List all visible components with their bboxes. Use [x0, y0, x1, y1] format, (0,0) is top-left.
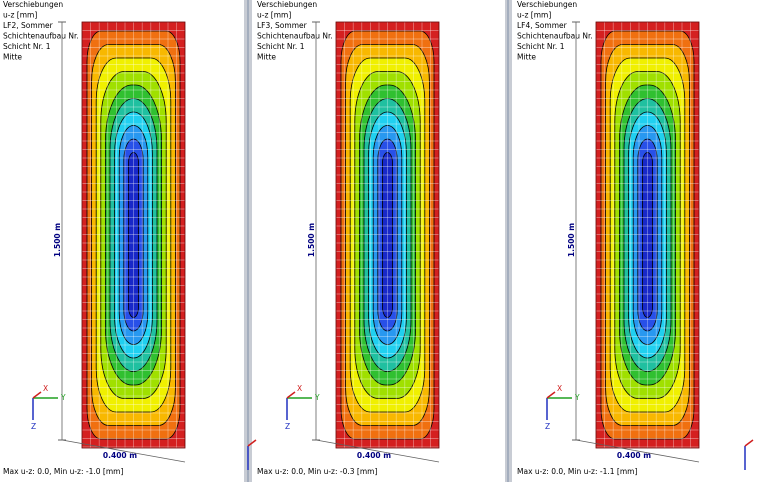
axis-label: Y [314, 393, 320, 402]
axis-x [32, 391, 42, 399]
info-line: u-z [mm] [3, 11, 37, 20]
info-line: Mitte [517, 53, 536, 62]
axis-label: Z [545, 422, 550, 431]
info-line: Schicht Nr. 1 [257, 42, 305, 51]
dimension-label: 0.400 m [103, 451, 137, 460]
info-line: Verschiebungen [3, 0, 63, 9]
dimension-line [575, 439, 700, 463]
axis-label: Z [31, 422, 36, 431]
info-line: Schichtenaufbau Nr. 1 [3, 32, 86, 41]
info-line: Schicht Nr. 1 [517, 42, 565, 51]
result-panel: Verschiebungen u-z [mm]LF2, Sommer Schicht… [3, 0, 186, 476]
plate [595, 21, 700, 449]
status-line: Max u-z: 0.0, Min u-z: -1.0 [mm] [3, 467, 123, 476]
dimension-label: 0.400 m [617, 451, 651, 460]
result-panel: Verschiebungen u-z [mm]LF4, Sommer Schicht… [517, 0, 700, 476]
mini-axis [247, 439, 754, 470]
contour-band [127, 152, 139, 318]
info-line: LF4, Sommer [517, 21, 568, 30]
plate-edge [595, 21, 700, 449]
plate [335, 21, 440, 449]
info-line: Mitte [257, 53, 276, 62]
dimension-label: 1.500 m [307, 223, 316, 257]
info-line: Schichtenaufbau Nr. 1 [257, 32, 340, 41]
plate [81, 21, 186, 449]
info-line: Schicht Nr. 1 [3, 42, 51, 51]
axis-label: Y [574, 393, 580, 402]
dimension-label: 1.500 m [567, 223, 576, 257]
info-line: Schichtenaufbau Nr. 1 [517, 32, 600, 41]
status-line: Max u-z: 0.0, Min u-z: -1.1 [mm] [517, 467, 637, 476]
dimension-label: 0.400 m [357, 451, 391, 460]
axis-label: X [43, 384, 48, 393]
info-line: u-z [mm] [517, 11, 551, 20]
contour-band [641, 152, 653, 318]
axis-x [286, 391, 296, 399]
info-line: Mitte [3, 53, 22, 62]
axis-label: Y [60, 393, 66, 402]
result-panel: Verschiebungen u-z [mm]LF3, Sommer Schicht… [257, 0, 440, 476]
dimension-label: 1.500 m [53, 223, 62, 257]
axis-label: Z [285, 422, 290, 431]
contour-band [381, 152, 393, 318]
info-line: Verschiebungen [517, 0, 577, 9]
info-line: Verschiebungen [257, 0, 317, 9]
info-line: LF2, Sommer [3, 21, 54, 30]
plate-edge [335, 21, 440, 449]
axis-x [546, 391, 556, 399]
status-line: Max u-z: 0.0, Min u-z: -0.3 [mm] [257, 467, 377, 476]
plate-edge [81, 21, 186, 449]
axis-label: X [557, 384, 562, 393]
dimension-line [61, 439, 186, 463]
info-line: LF3, Sommer [257, 21, 308, 30]
dimension-line [315, 439, 440, 463]
info-line: u-z [mm] [257, 11, 291, 20]
axis-label: X [297, 384, 302, 393]
